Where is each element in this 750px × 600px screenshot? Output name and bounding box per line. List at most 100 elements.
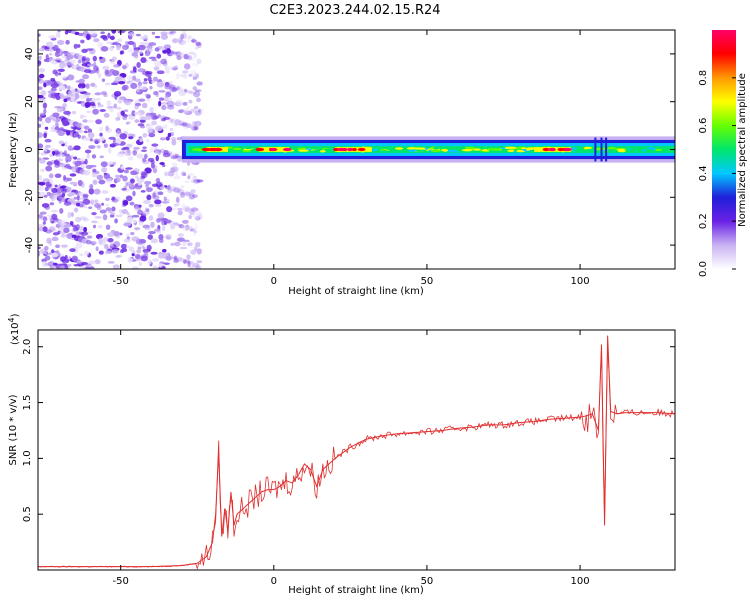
noise-speckle <box>134 186 142 190</box>
noise-speckle <box>98 179 106 185</box>
noise-speckle <box>60 234 67 238</box>
noise-speckle <box>178 37 183 44</box>
noise-speckle <box>77 179 83 187</box>
noise-speckle <box>133 146 140 150</box>
noise-speckle <box>114 218 118 224</box>
peak-speckle <box>563 147 572 152</box>
noise-speckle <box>88 145 96 150</box>
noise-speckle <box>188 214 192 219</box>
y-tick-label: 1.5 <box>22 395 33 411</box>
carrier-speckle <box>379 150 390 153</box>
noise-speckle <box>129 201 135 206</box>
noise-speckle <box>182 76 188 80</box>
noise-speckle <box>91 172 98 178</box>
noise-speckle <box>84 149 92 154</box>
noise-speckle <box>38 181 46 186</box>
noise-speckle <box>99 136 106 142</box>
noise-speckle <box>73 196 78 200</box>
noise-speckle <box>172 121 181 126</box>
noise-speckle <box>185 90 194 94</box>
noise-speckle <box>171 207 177 211</box>
noise-speckle <box>174 101 183 107</box>
noise-speckle <box>83 170 89 176</box>
noise-speckle <box>181 70 189 74</box>
noise-speckle <box>84 125 90 130</box>
noise-speckle <box>90 105 97 109</box>
noise-speckle <box>40 90 47 96</box>
noise-speckle <box>50 77 56 82</box>
noise-speckle <box>75 202 81 207</box>
carrier-speckle <box>490 148 501 151</box>
noise-speckle <box>177 86 183 92</box>
noise-speckle <box>132 75 137 81</box>
noise-speckle <box>38 191 46 197</box>
noise-speckle <box>162 124 168 129</box>
noise-speckle <box>180 87 184 92</box>
noise-speckle <box>69 248 76 253</box>
noise-speckle <box>124 149 132 157</box>
noise-speckle <box>166 118 174 121</box>
noise-speckle <box>161 225 166 232</box>
noise-speckle <box>121 188 127 191</box>
noise-speckle <box>51 252 59 258</box>
colorbar-tick-label: 0.2 <box>698 213 709 229</box>
noise-speckle <box>90 82 96 87</box>
noise-speckle <box>76 157 81 161</box>
noise-speckle <box>113 90 122 97</box>
noise-speckle <box>146 194 152 201</box>
noise-speckle <box>172 187 181 193</box>
noise-speckle <box>98 250 104 255</box>
noise-speckle <box>178 89 187 97</box>
carrier-speckle <box>298 149 309 152</box>
noise-speckle <box>44 126 49 130</box>
noise-speckle <box>63 98 68 103</box>
carrier-speckle <box>473 148 482 151</box>
noise-speckle <box>105 197 110 201</box>
noise-speckle <box>150 221 155 228</box>
carrier-speckle <box>582 146 593 150</box>
carrier-speckle <box>464 146 475 150</box>
noise-speckle <box>180 190 188 195</box>
noise-speckle <box>189 265 195 269</box>
noise-speckle <box>38 246 41 250</box>
x-tick-label: 100 <box>571 576 590 587</box>
noise-speckle <box>115 177 121 183</box>
noise-speckle <box>137 123 145 127</box>
noise-speckle <box>125 245 130 249</box>
noise-speckle <box>154 47 160 52</box>
noise-speckle <box>155 181 163 188</box>
noise-speckle <box>144 180 152 185</box>
peak-speckle <box>256 147 265 152</box>
noise-speckle <box>179 258 187 263</box>
noise-speckle <box>181 32 187 39</box>
noise-speckle <box>174 154 180 158</box>
noise-speckle <box>163 262 170 265</box>
noise-speckle <box>178 224 185 229</box>
noise-speckle <box>75 242 83 249</box>
noise-speckle <box>179 191 186 198</box>
noise-speckle <box>112 161 117 166</box>
carrier-speckle <box>369 148 379 152</box>
noise-speckle <box>100 35 108 39</box>
noise-speckle <box>110 82 119 86</box>
noise-speckle <box>170 66 178 71</box>
noise-speckle <box>44 246 49 251</box>
disturbance-mark <box>605 137 608 162</box>
noise-speckle <box>100 46 109 52</box>
noise-speckle <box>148 56 157 60</box>
noise-speckle <box>98 126 104 132</box>
noise-speckle <box>109 69 115 73</box>
noise-speckle <box>51 236 59 242</box>
noise-speckle <box>83 92 91 96</box>
noise-speckle <box>173 175 181 180</box>
noise-speckle <box>188 192 195 197</box>
noise-speckle <box>83 250 90 257</box>
noise-speckle <box>63 110 71 115</box>
noise-speckle <box>146 139 150 143</box>
y-tick-label: 0.5 <box>22 506 33 522</box>
carrier-speckle <box>310 147 322 150</box>
noise-speckle <box>185 123 192 129</box>
noise-speckle <box>116 131 122 134</box>
noise-speckle <box>150 251 158 255</box>
noise-speckle <box>177 210 183 216</box>
